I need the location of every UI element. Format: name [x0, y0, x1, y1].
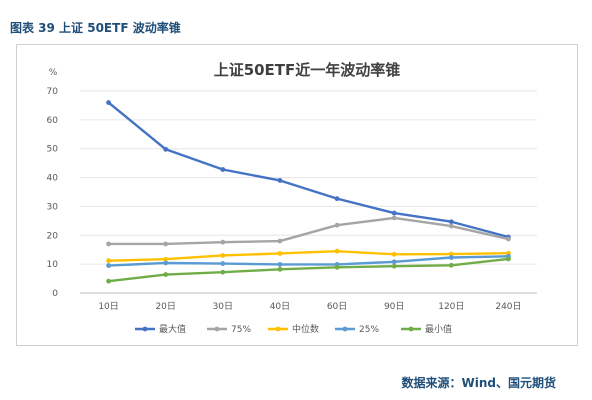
y-tick-label: 60	[47, 116, 59, 126]
x-tick-label: 10日	[98, 301, 118, 312]
x-tick-label: 30日	[213, 301, 233, 312]
source-note: 数据来源：Wind、国元期货	[401, 376, 556, 390]
chart-container: 上证50ETF近一年波动率锥 % 0 10 20 30 40 50 60 70 10日 20日 3…	[16, 44, 578, 346]
series-line	[107, 216, 510, 246]
data-point	[106, 278, 111, 284]
legend-marker	[408, 326, 414, 332]
series-line	[107, 255, 510, 267]
y-tick-label: 10	[47, 260, 59, 270]
data-point	[334, 196, 340, 202]
data-point	[391, 263, 397, 269]
legend-label: 中位数	[292, 323, 319, 335]
legend-item: 最小值	[401, 323, 452, 335]
figure-caption: 图表 39 上证 50ETF 波动率锥	[10, 21, 181, 35]
data-point	[163, 256, 169, 262]
data-point	[220, 167, 226, 172]
legend-marker	[342, 326, 348, 332]
data-point	[220, 261, 226, 266]
data-point	[220, 239, 226, 245]
x-tick-label: 20日	[155, 301, 175, 312]
x-tick-label: 60日	[327, 301, 347, 312]
data-point	[163, 146, 169, 152]
data-point	[220, 253, 226, 258]
legend-item: 最大值	[135, 323, 186, 335]
legend-item: 75%	[207, 325, 251, 335]
y-tick-label: 50	[47, 145, 59, 155]
data-point	[334, 222, 340, 228]
series-line	[107, 249, 510, 262]
data-point	[277, 178, 283, 183]
legend-item: 25%	[335, 325, 379, 335]
series-0	[106, 100, 511, 240]
series-1	[106, 215, 511, 247]
series-line	[107, 257, 510, 283]
legend-marker	[214, 326, 220, 332]
data-point	[448, 223, 454, 229]
data-point	[106, 258, 111, 264]
y-tick-label: 30	[47, 202, 59, 212]
data-point	[506, 236, 511, 242]
y-tick-label: 40	[47, 174, 59, 184]
series-4	[106, 256, 511, 284]
x-tick-label: 120日	[438, 301, 464, 312]
legend-item: 中位数	[268, 323, 319, 335]
data-point	[391, 251, 397, 257]
data-point	[163, 241, 169, 247]
series-3	[106, 253, 511, 268]
x-tick-label: 90日	[384, 301, 404, 312]
x-tick-label: 40日	[270, 301, 290, 312]
data-point	[391, 210, 397, 216]
data-point	[448, 262, 454, 268]
volatility-cone-chart: 上证50ETF近一年波动率锥 % 0 10 20 30 40 50 60 70 10日 20日 3…	[47, 61, 537, 335]
data-point	[506, 256, 511, 262]
chart-title: 上证50ETF近一年波动率锥	[214, 61, 401, 79]
data-point	[277, 238, 283, 244]
data-point	[448, 251, 454, 257]
data-point	[106, 100, 111, 105]
x-tick-label: 240日	[495, 301, 521, 312]
y-axis-unit-label: %	[49, 68, 58, 78]
legend-label: 最大值	[159, 323, 186, 335]
data-point	[334, 264, 340, 270]
data-point	[334, 248, 340, 254]
data-point	[391, 259, 397, 265]
series-lines	[106, 100, 511, 284]
series-line	[107, 101, 510, 239]
data-point	[277, 262, 283, 267]
data-point	[448, 255, 454, 260]
legend: 最大值 75% 中位数 25% 最小值	[135, 323, 452, 335]
data-point	[106, 263, 111, 268]
y-tick-label: 0	[52, 289, 58, 299]
legend-label: 最小值	[425, 323, 452, 335]
x-axis-ticks: 10日 20日 30日 40日 60日 90日 120日 240日	[98, 301, 521, 312]
data-point	[220, 269, 226, 275]
y-axis-ticks: 0 10 20 30 40 50 60 70	[47, 87, 59, 299]
data-point	[448, 219, 454, 225]
legend-marker	[275, 326, 281, 332]
y-tick-label: 20	[47, 231, 59, 241]
y-tick-label: 70	[47, 87, 59, 97]
legend-label: 75%	[231, 325, 251, 335]
data-point	[277, 266, 283, 272]
data-point	[163, 272, 169, 277]
legend-label: 25%	[359, 325, 379, 335]
data-point	[277, 251, 283, 256]
data-point	[163, 260, 169, 266]
legend-marker	[142, 326, 148, 332]
data-point	[391, 215, 397, 221]
data-point	[106, 241, 111, 247]
